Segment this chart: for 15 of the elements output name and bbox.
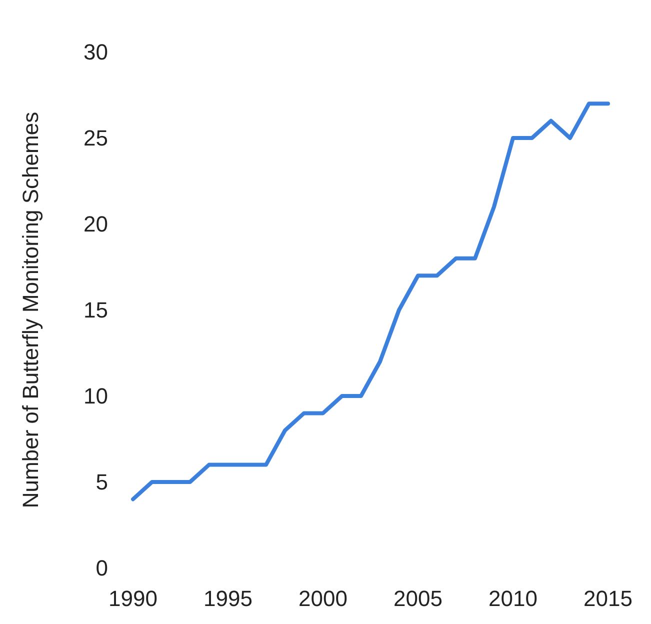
y-tick-label: 25 (84, 126, 108, 151)
y-tick-label: 30 (84, 40, 108, 65)
y-tick-label: 10 (84, 384, 108, 409)
x-tick-label: 1995 (204, 586, 252, 611)
x-tick-label: 1990 (108, 586, 158, 611)
y-tick-label: 5 (96, 470, 108, 495)
y-tick-label: 20 (84, 212, 108, 237)
y-axis-title: Number of Butterfly Monitoring Schemes (18, 112, 43, 508)
x-tick-label: 2010 (488, 586, 538, 611)
y-tick-label: 0 (96, 556, 108, 581)
x-tick-label: 2015 (584, 586, 632, 611)
x-tick-label: 2005 (394, 586, 442, 611)
y-tick-label: 15 (84, 298, 108, 323)
x-tick-label: 2000 (298, 586, 348, 611)
line-series (131, 102, 610, 502)
